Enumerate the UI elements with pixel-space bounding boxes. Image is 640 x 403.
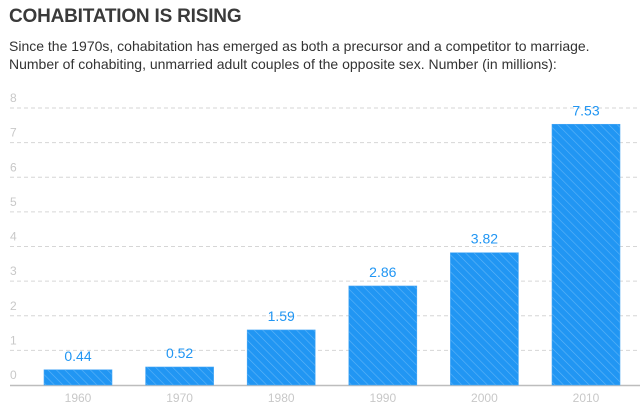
data-label: 2.86	[369, 264, 396, 280]
x-tick-label: 1980	[268, 391, 295, 403]
bar-1960	[43, 369, 113, 386]
chart-title: COHABITATION IS RISING	[9, 6, 242, 27]
y-tick-label: 3	[10, 264, 17, 278]
x-tick-label: 1990	[369, 391, 396, 403]
data-label: 1.59	[268, 308, 295, 324]
subtitle-line-1: Since the 1970s, cohabitation has emerge…	[9, 38, 590, 54]
bar-2000	[450, 252, 519, 386]
bar-1990	[348, 285, 418, 386]
y-tick-label: 7	[10, 126, 17, 140]
x-tick-label: 1960	[65, 391, 92, 403]
bar-1970	[145, 366, 214, 386]
y-tick-label: 0	[10, 368, 17, 382]
data-label: 0.44	[64, 348, 91, 364]
x-tick-label: 2010	[573, 391, 600, 403]
subtitle-line-2: Number of cohabiting, unmarried adult co…	[9, 56, 557, 72]
x-tick-label: 1970	[166, 391, 193, 403]
data-label: 7.53	[572, 102, 599, 118]
bar-1980	[246, 329, 316, 386]
bar-2010	[551, 123, 621, 386]
x-tick-label: 2000	[471, 391, 498, 403]
y-tick-label: 1	[10, 333, 17, 347]
data-label: 3.82	[471, 231, 498, 247]
y-tick-label: 2	[10, 299, 17, 313]
y-tick-label: 6	[10, 160, 17, 174]
y-tick-label: 4	[10, 230, 17, 244]
y-tick-label: 5	[10, 195, 17, 209]
y-tick-label: 8	[10, 91, 17, 105]
data-label: 0.52	[166, 345, 193, 361]
